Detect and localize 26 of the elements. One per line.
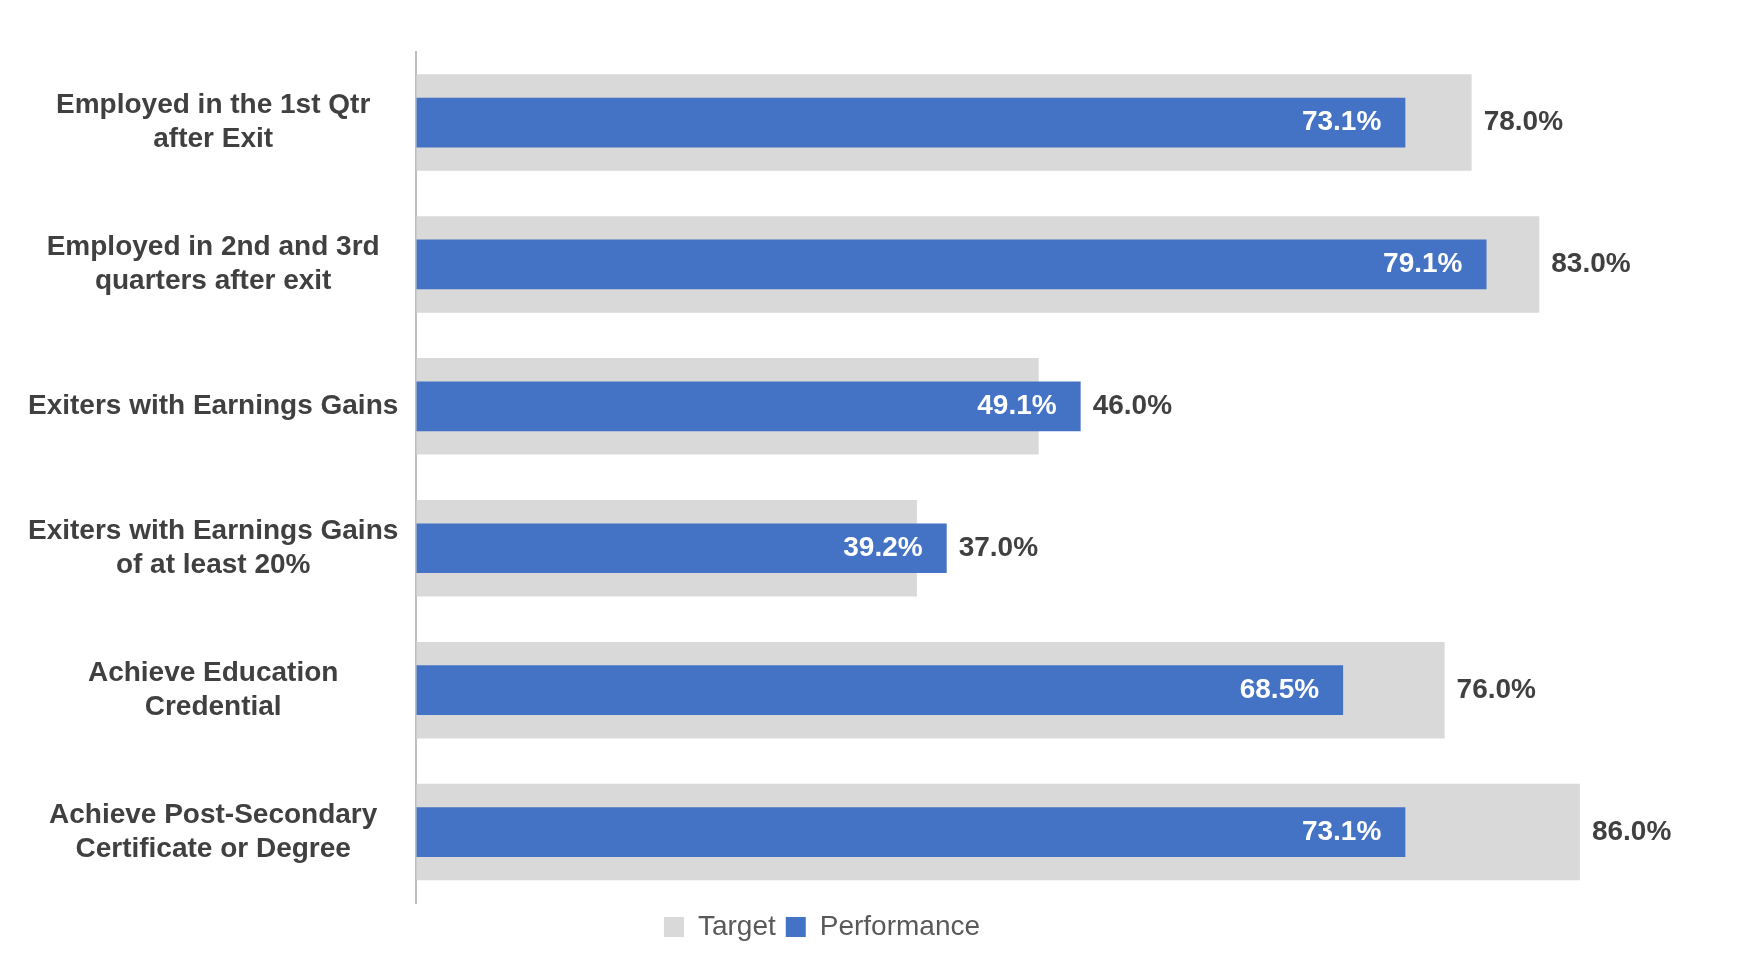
- data-label: 83.0%: [1551, 247, 1631, 279]
- data-label: 73.1%: [1301, 814, 1382, 846]
- y-tick-label: Employed in the 1st Qtr after Exit: [56, 88, 371, 154]
- data-label: 86.0%: [1591, 814, 1672, 846]
- y-tick-label: Exiters with Earnings Gains: [27, 389, 399, 421]
- data-label: 46.0%: [1092, 389, 1173, 421]
- y-tick-label: Achieve Post-Secondary Certificate or Degree: [48, 797, 378, 863]
- y-tick-label: Achieve Education Credential: [87, 656, 339, 721]
- data-label: 73.1%: [1301, 105, 1382, 137]
- y-tick-label: Employed in 2nd and 3rd quarters after exit: [46, 230, 380, 295]
- legend-label: Target: [697, 909, 776, 941]
- bar: [416, 381, 1081, 432]
- bar: [416, 239, 1487, 290]
- bar: [416, 665, 1344, 715]
- data-label: 49.1%: [977, 389, 1057, 421]
- legend-label: Performance: [819, 909, 981, 941]
- data-label: 78.0%: [1483, 105, 1564, 137]
- bar: [416, 807, 1406, 857]
- data-label: 37.0%: [958, 530, 1039, 562]
- bar: [416, 97, 1406, 148]
- bar: [416, 523, 947, 574]
- data-label: 39.2%: [843, 530, 923, 562]
- data-label: 76.0%: [1456, 672, 1537, 704]
- data-label: 79.1%: [1383, 247, 1463, 279]
- y-tick-label: Exiters with Earnings Gains of at least 20%: [27, 514, 399, 579]
- data-label: 68.5%: [1239, 672, 1320, 704]
